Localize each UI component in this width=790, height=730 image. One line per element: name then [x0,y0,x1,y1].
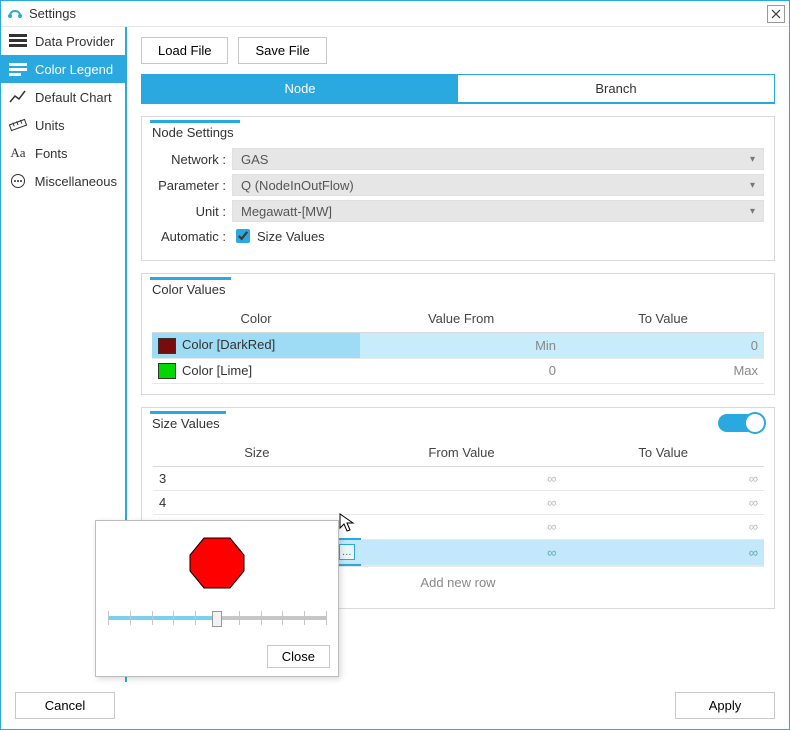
sidebar-item-label: Color Legend [35,62,113,77]
chart-icon [9,89,27,105]
col-to: To Value [562,305,764,333]
sidebar-item-label: Units [35,118,65,133]
sidebar-item-color-legend[interactable]: Color Legend [1,55,125,83]
file-toolbar: Load File Save File [141,37,775,64]
network-select[interactable]: GAS ▾ [232,148,764,170]
col-to: To Value [562,439,764,467]
col-color: Color [152,305,360,333]
select-value: GAS [241,152,268,167]
settings-window: Settings Data Provider Color Legend [0,0,790,730]
open-size-editor-button[interactable]: … [339,544,355,560]
color-row[interactable]: Color [Lime] 0Max [152,358,764,384]
size-row[interactable]: 4∞∞ [153,491,764,515]
sidebar-item-units[interactable]: Units [1,111,125,139]
col-from: From Value [361,439,563,467]
legend-icon [9,61,27,77]
value-from: Min [360,333,562,359]
parameter-select[interactable]: Q (NodeInOutFlow) ▾ [232,174,764,196]
from-value: ∞ [361,491,563,515]
sidebar-item-label: Data Provider [35,34,114,49]
size-value: 4 [153,491,361,515]
color-values-panel: Color Values Color Value From To Value C… [141,273,775,395]
size-row[interactable]: 3∞∞ [153,467,764,491]
color-label: Color [Lime] [182,363,252,378]
to-value: ∞ [562,467,764,491]
tab-bar: Node Branch [141,74,775,104]
sidebar-item-label: Default Chart [35,90,112,105]
label-parameter: Parameter : [152,178,232,193]
to-value: ∞ [562,539,764,565]
save-file-button[interactable]: Save File [238,37,326,64]
col-from: Value From [360,305,562,333]
from-value: ∞ [361,539,563,565]
size-editor-popup: Close [95,520,339,677]
value-to: Max [562,358,764,384]
value-from: 0 [360,358,562,384]
col-size: Size [153,439,361,467]
ruler-icon [9,117,27,133]
panel-title: Color Values [150,277,231,299]
panel-title: Size Values [150,411,226,433]
node-settings-panel: Node Settings Network : GAS ▾ Parameter … [141,116,775,261]
tab-branch[interactable]: Branch [458,75,774,102]
sidebar-item-label: Miscellaneous [35,174,117,189]
sidebar-item-label: Fonts [35,146,68,161]
sidebar-item-default-chart[interactable]: Default Chart [1,83,125,111]
from-value: ∞ [361,515,563,540]
cancel-button[interactable]: Cancel [15,692,115,719]
sidebar-item-fonts[interactable]: Aa Fonts [1,139,125,167]
label-automatic: Automatic : [152,229,232,244]
chevron-down-icon: ▾ [750,180,755,191]
size-value: 3 [153,467,361,491]
to-value: ∞ [562,491,764,515]
popup-close-button[interactable]: Close [267,645,330,668]
fonts-icon: Aa [9,145,27,161]
label-unit: Unit : [152,204,232,219]
color-swatch [158,363,176,379]
color-label: Color [DarkRed] [182,337,275,352]
panel-title: Node Settings [150,120,240,142]
to-value: ∞ [562,515,764,540]
dialog-footer: Cancel Apply [1,682,789,729]
rows-icon [9,33,27,49]
select-value: Q (NodeInOutFlow) [241,178,354,193]
sidebar-item-data-provider[interactable]: Data Provider [1,27,125,55]
color-swatch [158,338,176,354]
titlebar: Settings [1,1,789,27]
chevron-down-icon: ▾ [750,206,755,217]
label-network: Network : [152,152,232,167]
from-value: ∞ [361,467,563,491]
unit-select[interactable]: Megawatt-[MW] ▾ [232,200,764,222]
slider-thumb[interactable] [212,611,222,627]
more-icon [9,173,27,189]
value-to: 0 [562,333,764,359]
size-values-checkbox[interactable] [236,229,250,243]
app-icon [7,6,23,22]
color-values-grid: Color Value From To Value Color [DarkRed… [152,305,764,384]
window-close-button[interactable] [767,5,785,23]
size-values-toggle[interactable] [718,414,764,432]
tab-node[interactable]: Node [142,75,458,102]
size-slider[interactable] [108,603,326,633]
sidebar-item-miscellaneous[interactable]: Miscellaneous [1,167,125,195]
apply-button[interactable]: Apply [675,692,775,719]
color-row[interactable]: Color [DarkRed] Min0 [152,333,764,359]
load-file-button[interactable]: Load File [141,37,228,64]
checkbox-label: Size Values [257,229,325,244]
shape-preview [104,529,330,603]
window-title: Settings [29,6,76,21]
select-value: Megawatt-[MW] [241,204,332,219]
chevron-down-icon: ▾ [750,154,755,165]
